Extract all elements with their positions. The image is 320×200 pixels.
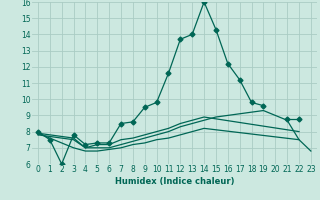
X-axis label: Humidex (Indice chaleur): Humidex (Indice chaleur) bbox=[115, 177, 234, 186]
